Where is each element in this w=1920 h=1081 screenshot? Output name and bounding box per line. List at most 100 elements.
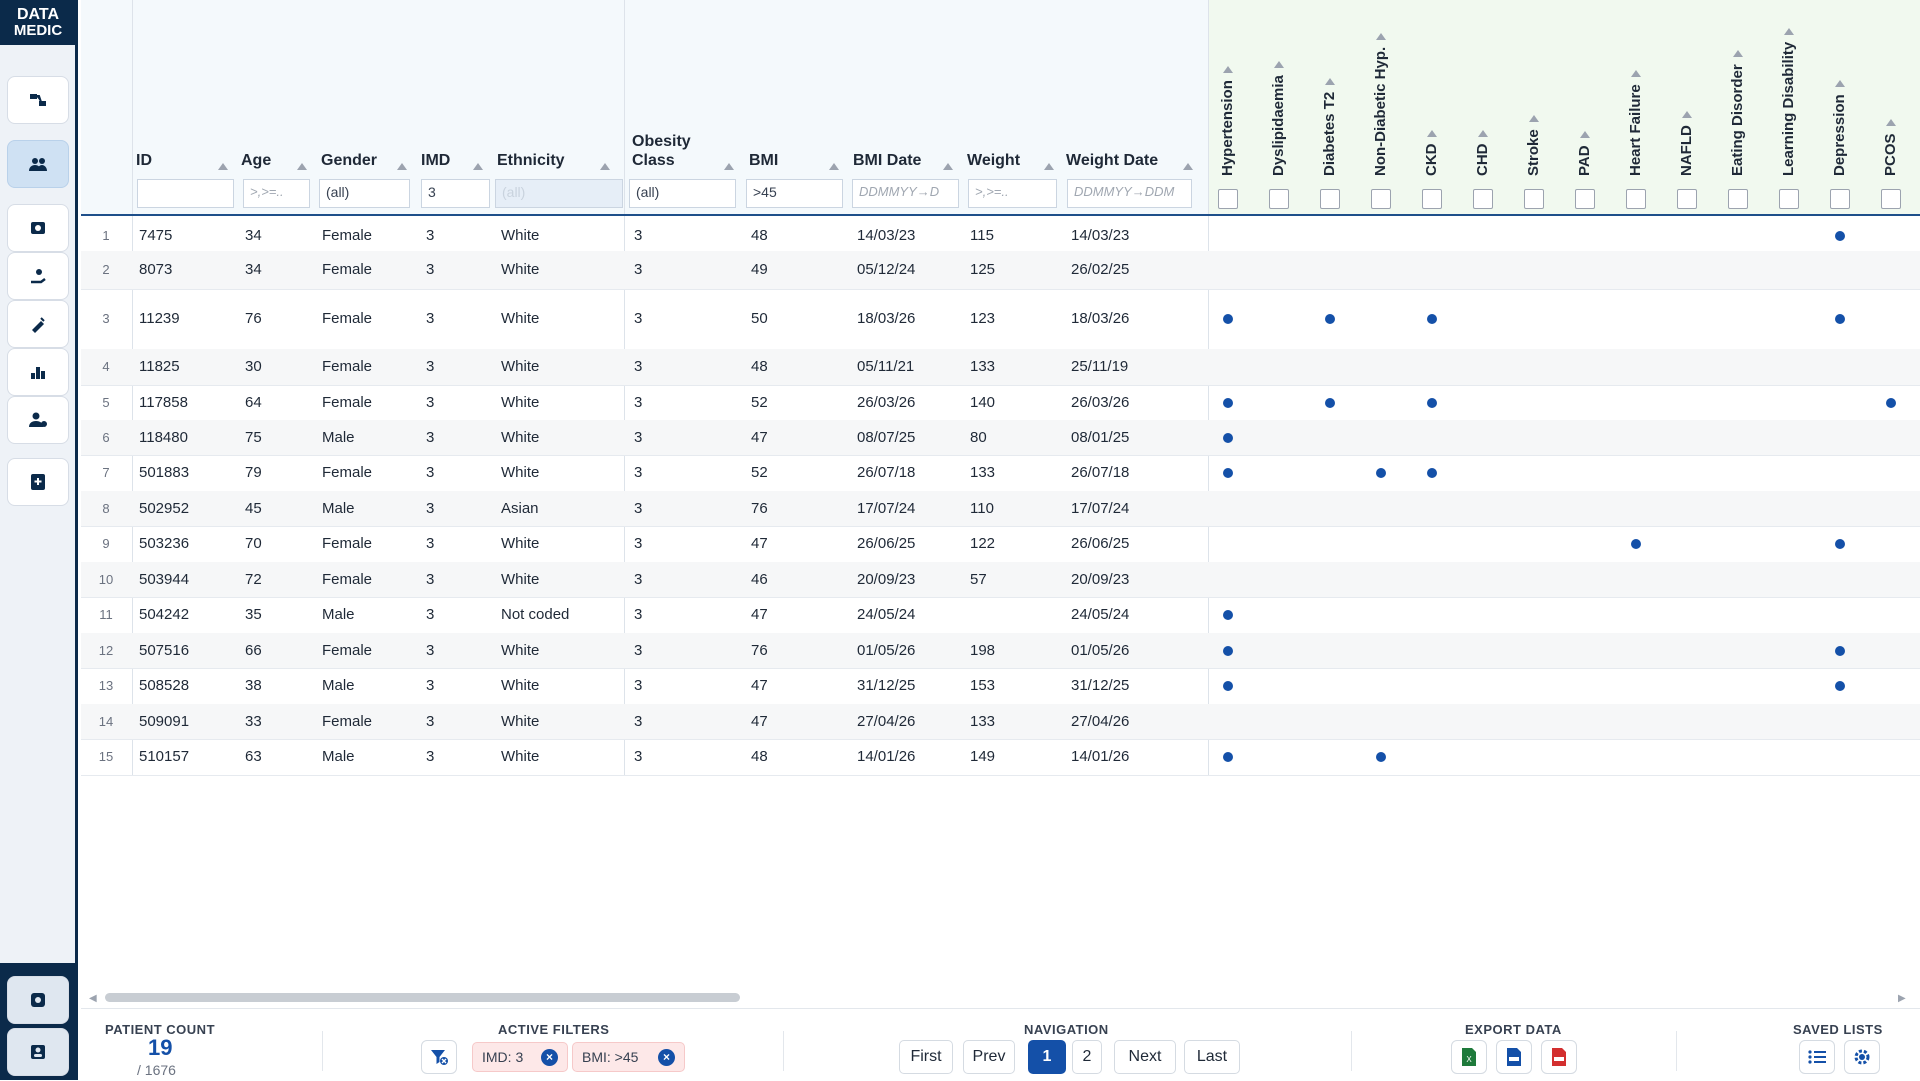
sort-condition-icon[interactable] (1580, 131, 1590, 139)
sort-obesity-icon[interactable] (724, 163, 734, 170)
condition-filter-checkbox[interactable] (1728, 189, 1748, 209)
column-header-imd[interactable]: IMD (421, 152, 451, 169)
sort-condition-icon[interactable] (1682, 111, 1692, 119)
filter-chip-imd[interactable]: IMD: 3 × (472, 1042, 568, 1072)
remove-filter-icon[interactable]: × (541, 1049, 558, 1066)
sort-condition-icon[interactable] (1733, 50, 1743, 58)
column-header-weight[interactable]: Weight (967, 152, 1021, 169)
sort-condition-icon[interactable] (1376, 32, 1386, 40)
sort-condition-icon[interactable] (1631, 70, 1641, 78)
sidebar-item-referral[interactable] (7, 252, 69, 300)
sidebar-item-clinical[interactable] (7, 204, 69, 252)
sort-gender-icon[interactable] (397, 163, 407, 170)
condition-header[interactable]: NAFLD (1678, 125, 1695, 176)
condition-filter-checkbox[interactable] (1830, 189, 1850, 209)
condition-header[interactable]: Eating Disorder (1729, 64, 1746, 176)
saved-lists-button[interactable] (1799, 1040, 1835, 1074)
filter-age-input[interactable]: >,>=.. (243, 179, 310, 208)
table-row[interactable]: 15 510157 63 Male 3 White 3 48 14/01/26 149 14/01/… (81, 739, 1920, 776)
filter-obesity-input[interactable]: (all) (629, 179, 736, 208)
table-row[interactable]: 4 11825 30 Female 3 White 3 48 05/11/21 133 25/11/… (81, 349, 1920, 386)
condition-filter-checkbox[interactable] (1524, 189, 1544, 209)
nav-last-button[interactable]: Last (1184, 1040, 1240, 1074)
sort-ethnicity-icon[interactable] (600, 163, 610, 170)
column-header-weight_date[interactable]: Weight Date (1066, 152, 1159, 169)
table-row[interactable]: 9 503236 70 Female 3 White 3 47 26/06/25 122 26/06… (81, 526, 1920, 563)
condition-header[interactable]: PAD (1576, 145, 1593, 176)
condition-filter-checkbox[interactable] (1371, 189, 1391, 209)
column-header-gender[interactable]: Gender (321, 152, 378, 169)
filter-weight-input[interactable]: >,>=.. (968, 179, 1057, 208)
condition-filter-checkbox[interactable] (1626, 189, 1646, 209)
table-row[interactable]: 6 118480 75 Male 3 White 3 47 08/07/25 80 08/01/25 (81, 420, 1920, 456)
nav-page-2[interactable]: 2 (1072, 1040, 1102, 1074)
condition-filter-checkbox[interactable] (1677, 189, 1697, 209)
condition-filter-checkbox[interactable] (1881, 189, 1901, 209)
condition-filter-checkbox[interactable] (1269, 189, 1289, 209)
app-logo[interactable]: DATA MEDIC (0, 0, 76, 45)
condition-header[interactable]: Dyslipidaemia (1270, 75, 1287, 176)
sort-weight_date-icon[interactable] (1183, 163, 1193, 170)
scroll-right-arrow[interactable]: ▶ (1898, 993, 1906, 1004)
sort-condition-icon[interactable] (1427, 129, 1437, 137)
table-row[interactable]: 10 503944 72 Female 3 White 3 46 20/09/23 57 20/09… (81, 562, 1920, 598)
sort-age-icon[interactable] (297, 163, 307, 170)
table-row[interactable]: 8 502952 45 Male 3 Asian 3 76 17/07/24 110 17/07/2… (81, 491, 1920, 527)
condition-header[interactable]: PCOS (1882, 133, 1899, 176)
condition-header[interactable]: Depression (1831, 94, 1848, 176)
table-row[interactable]: 13 508528 38 Male 3 White 3 47 31/12/25 153 31/12/… (81, 668, 1920, 705)
nav-page-1[interactable]: 1 (1028, 1040, 1066, 1074)
sort-bmi_date-icon[interactable] (943, 163, 953, 170)
saved-lists-settings-button[interactable] (1844, 1040, 1880, 1074)
column-header-ethnicity[interactable]: Ethnicity (497, 152, 565, 169)
condition-header[interactable]: Diabetes T2 (1321, 91, 1338, 176)
sort-condition-icon[interactable] (1223, 66, 1233, 74)
sort-id-icon[interactable] (218, 163, 228, 170)
table-row[interactable]: 14 509091 33 Female 3 White 3 47 27/04/26 133 27/0… (81, 704, 1920, 740)
condition-filter-checkbox[interactable] (1218, 189, 1238, 209)
column-header-bmi[interactable]: BMI (749, 152, 779, 169)
scroll-left-arrow[interactable]: ◀ (89, 993, 97, 1004)
column-header-bmi_date[interactable]: BMI Date (853, 152, 922, 169)
export-csv-button[interactable] (1496, 1040, 1532, 1074)
table-row[interactable]: 5 117858 64 Female 3 White 3 52 26/03/26 140 26/03… (81, 385, 1920, 421)
filter-chip-bmi[interactable]: BMI: >45 × (572, 1042, 685, 1072)
nav-first-button[interactable]: First (899, 1040, 953, 1074)
sidebar-item-patients[interactable] (7, 140, 69, 188)
sort-condition-icon[interactable] (1886, 119, 1896, 127)
clear-filters-button[interactable] (421, 1040, 457, 1074)
nav-prev-button[interactable]: Prev (963, 1040, 1015, 1074)
sort-imd-icon[interactable] (473, 163, 483, 170)
condition-filter-checkbox[interactable] (1473, 189, 1493, 209)
column-header-id[interactable]: ID (136, 152, 152, 169)
filter-imd-input[interactable]: 3 (421, 179, 490, 208)
sort-bmi-icon[interactable] (829, 163, 839, 170)
sort-condition-icon[interactable] (1835, 80, 1845, 88)
sort-condition-icon[interactable] (1325, 77, 1335, 85)
condition-header[interactable]: Stroke (1525, 129, 1542, 176)
table-row[interactable]: 7 501883 79 Female 3 White 3 52 26/07/18 133 26/07… (81, 455, 1920, 492)
filter-weight_date-input[interactable]: DDMMYY→DDM (1067, 179, 1192, 208)
sort-condition-icon[interactable] (1529, 115, 1539, 123)
table-row[interactable]: 2 8073 34 Female 3 White 3 49 05/12/24 125 26/02/2… (81, 251, 1920, 290)
filter-ethnicity-input[interactable]: (all) (495, 179, 623, 208)
sidebar-item-medical-record[interactable] (7, 458, 69, 506)
sidebar-item-pathway[interactable] (7, 76, 69, 124)
table-row[interactable]: 11 504242 35 Male 3 Not coded 3 47 24/05/24 24/05… (81, 597, 1920, 634)
sort-condition-icon[interactable] (1274, 61, 1284, 69)
condition-filter-checkbox[interactable] (1575, 189, 1595, 209)
column-header-age[interactable]: Age (241, 152, 272, 169)
condition-header[interactable]: CKD (1423, 143, 1440, 177)
filter-id-input[interactable] (137, 179, 234, 208)
column-header-obesity[interactable]: Obesity Class (632, 133, 691, 169)
sidebar-item-injection[interactable] (7, 300, 69, 348)
table-row[interactable]: 3 11239 76 Female 3 White 3 50 18/03/26 123 18/03/… (81, 289, 1920, 350)
condition-header[interactable]: Heart Failure (1627, 84, 1644, 176)
condition-filter-checkbox[interactable] (1779, 189, 1799, 209)
remove-filter-icon[interactable]: × (658, 1049, 675, 1066)
sidebar-item-stats[interactable] (7, 348, 69, 396)
export-pdf-button[interactable] (1541, 1040, 1577, 1074)
filter-gender-input[interactable]: (all) (319, 179, 410, 208)
profile-button[interactable] (7, 1028, 69, 1076)
condition-header[interactable]: Learning Disability (1780, 41, 1797, 176)
